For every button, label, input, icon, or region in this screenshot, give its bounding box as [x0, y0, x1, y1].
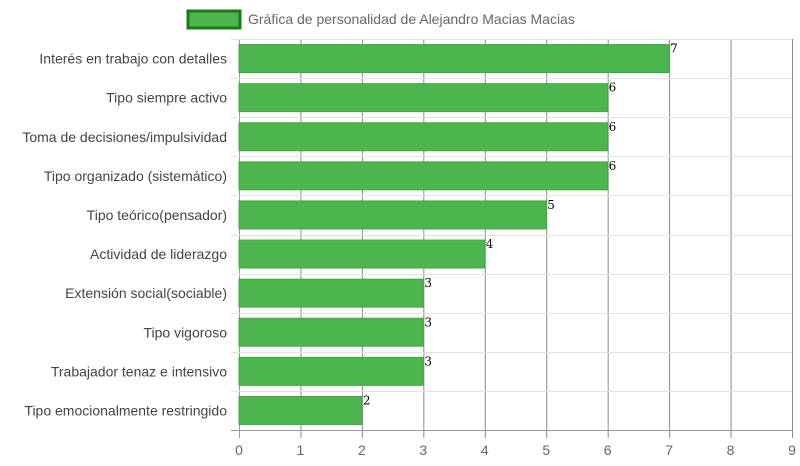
- category-label: Interés en trabajo con detalles: [39, 51, 227, 67]
- legend-swatch[interactable]: [186, 9, 242, 30]
- legend[interactable]: Gráfica de personalidad de Alejandro Mac…: [186, 9, 575, 30]
- bar[interactable]: [238, 83, 609, 113]
- value-label: 6: [609, 120, 617, 134]
- category-label: Tipo vigoroso: [143, 324, 227, 340]
- category-label: Tipo siempre activo: [106, 90, 227, 106]
- bar[interactable]: [238, 395, 363, 425]
- legend-label[interactable]: Gráfica de personalidad de Alejandro Mac…: [248, 11, 575, 27]
- category-label: Tipo emocionalmente restringido: [24, 402, 227, 418]
- x-tick-label: 1: [297, 442, 305, 458]
- bar[interactable]: [238, 161, 609, 191]
- x-tick-label: 6: [604, 442, 612, 458]
- value-label: 3: [424, 276, 432, 290]
- x-tick-label: 5: [542, 442, 550, 458]
- category-label: Toma de decisiones/impulsividad: [22, 129, 227, 145]
- category-label: Tipo teórico(pensador): [87, 207, 227, 223]
- x-axis-tick-labels: 0 1 2 3 4 5 6 7 8 9: [235, 442, 796, 458]
- bar[interactable]: [238, 200, 547, 230]
- value-label: 3: [424, 354, 432, 368]
- value-label: 4: [486, 237, 494, 251]
- bar[interactable]: [238, 239, 486, 269]
- bar[interactable]: [238, 122, 609, 152]
- category-labels: Interés en trabajo con detalles Tipo siem…: [22, 51, 227, 419]
- x-tick-label: 7: [665, 442, 673, 458]
- value-label: 5: [547, 198, 555, 212]
- category-label: Trabajador tenaz e intensivo: [51, 363, 227, 379]
- category-label: Extensión social(sociable): [65, 285, 227, 301]
- x-tick-label: 0: [235, 442, 243, 458]
- x-tick-label: 3: [419, 442, 427, 458]
- value-label: 2: [363, 393, 371, 407]
- value-label: 6: [609, 159, 617, 173]
- x-tick-label: 9: [788, 442, 796, 458]
- category-label: Tipo organizado (sistemático): [44, 168, 227, 184]
- value-label: 6: [609, 81, 617, 95]
- value-label: 7: [670, 42, 678, 56]
- bar[interactable]: [238, 44, 670, 74]
- x-tick-label: 8: [727, 442, 735, 458]
- bar[interactable]: [238, 317, 424, 347]
- value-label: 3: [424, 315, 432, 329]
- bars: [238, 44, 670, 425]
- bar[interactable]: [238, 278, 424, 308]
- x-tick-label: 4: [481, 442, 489, 458]
- category-label: Actividad de liderazgo: [90, 246, 227, 262]
- x-tick-label: 2: [358, 442, 366, 458]
- bar[interactable]: [238, 356, 424, 386]
- value-labels: 7 6 6 6 5 4 3 3 3 2: [363, 42, 678, 408]
